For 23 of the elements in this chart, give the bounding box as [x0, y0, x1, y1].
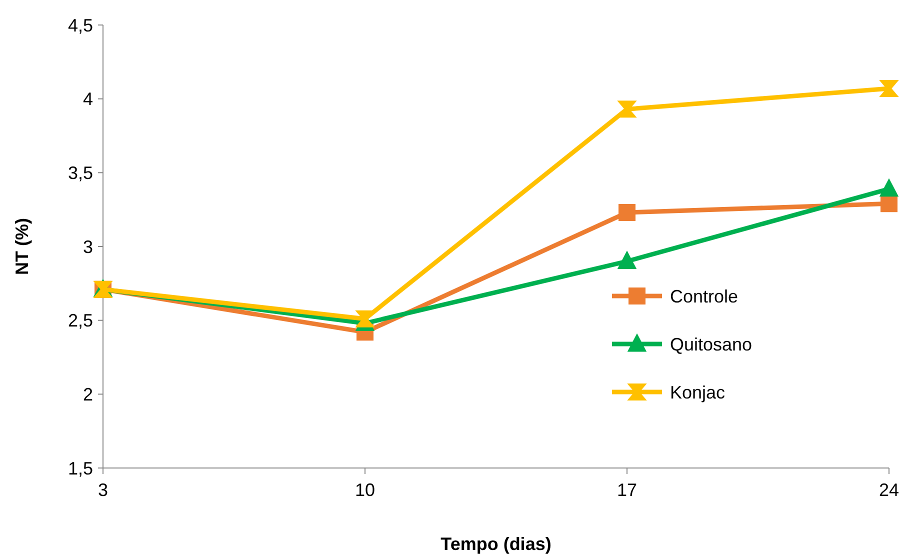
x-tick-label: 17	[616, 480, 638, 500]
y-tick-label: 1,5	[68, 458, 93, 478]
y-tick-label: 4	[82, 89, 93, 110]
point	[880, 178, 898, 197]
legend-label: Konjac	[670, 382, 726, 402]
x-tick-label: 24	[878, 480, 900, 500]
legend-label: Quitosano	[670, 334, 752, 354]
y-tick-label: 2,5	[68, 310, 93, 331]
y-tick-label: 3	[82, 236, 93, 257]
legend-label: Controle	[670, 286, 738, 306]
y-tick-label: 3,5	[68, 162, 93, 183]
point	[618, 100, 636, 118]
point	[880, 80, 898, 97]
point	[880, 195, 898, 212]
x-tick-label: 10	[354, 480, 376, 500]
point	[356, 310, 374, 328]
y-tick-label: 2	[82, 384, 93, 404]
point	[618, 251, 636, 269]
y-axis-title: NT (%)	[12, 218, 32, 275]
x-tick-label: 3	[98, 480, 108, 500]
y-tick-label: 4,5	[68, 15, 93, 36]
x-axis-title: Tempo (dias)	[440, 534, 552, 554]
point	[618, 204, 636, 222]
